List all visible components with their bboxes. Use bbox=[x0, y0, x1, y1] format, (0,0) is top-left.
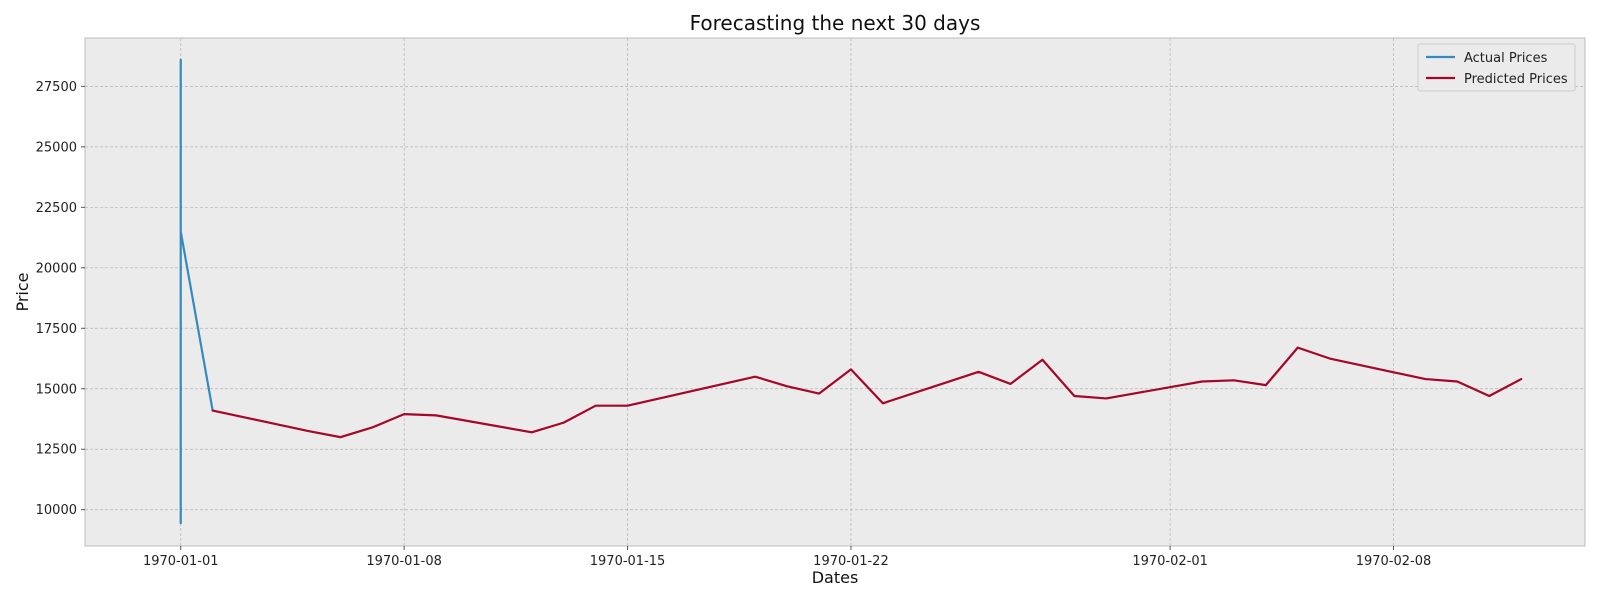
series-line-actual-prices bbox=[179, 58, 214, 525]
x-tick-label: 1970-01-15 bbox=[590, 554, 666, 569]
y-tick-label: 22500 bbox=[36, 201, 77, 216]
x-axis-ticks: 1970-01-01 1970-01-08 1970-01-15 1970-01-22… bbox=[143, 546, 1431, 569]
legend-label-actual: Actual Prices bbox=[1464, 51, 1548, 66]
x-tick-label: 1970-01-22 bbox=[813, 554, 889, 569]
legend: Actual Prices Predicted Prices bbox=[1417, 43, 1576, 92]
y-tick-label: 10000 bbox=[36, 503, 77, 518]
y-tick-label: 17500 bbox=[36, 322, 77, 337]
x-tick-label: 1970-01-08 bbox=[366, 554, 442, 569]
plot-area bbox=[84, 37, 1586, 547]
y-tick-label: 25000 bbox=[36, 140, 77, 155]
y-tick-label: 27500 bbox=[36, 80, 77, 95]
y-axis-title: Price bbox=[13, 272, 32, 311]
x-tick-label: 1970-02-01 bbox=[1132, 554, 1208, 569]
x-tick-label: 1970-01-01 bbox=[143, 554, 219, 569]
series-line-predicted-prices bbox=[211, 346, 1523, 439]
x-axis-title: Dates bbox=[812, 568, 859, 587]
x-tick-label: 1970-02-08 bbox=[1356, 554, 1432, 569]
y-tick-label: 12500 bbox=[36, 443, 77, 458]
y-tick-label: 15000 bbox=[36, 382, 77, 397]
grid bbox=[85, 38, 1585, 546]
legend-label-predicted: Predicted Prices bbox=[1464, 72, 1568, 87]
y-axis-ticks: 10000 12500 15000 17500 20000 22500 25000 27500 bbox=[36, 80, 85, 518]
legend-box bbox=[1417, 43, 1576, 92]
series-lines bbox=[179, 58, 1523, 525]
y-tick-label: 20000 bbox=[36, 261, 77, 276]
chart-title: Forecasting the next 30 days bbox=[690, 11, 981, 35]
